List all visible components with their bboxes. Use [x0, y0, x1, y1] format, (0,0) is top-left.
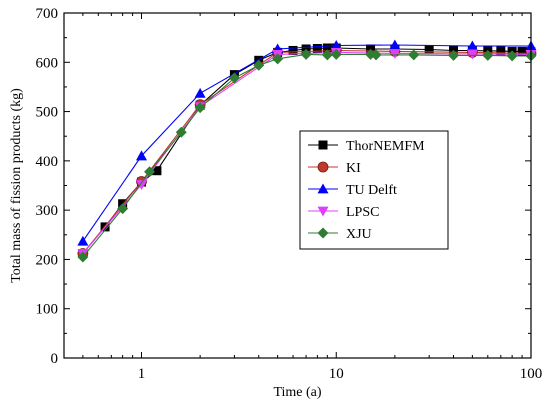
legend-marker	[317, 161, 329, 173]
data-point-lpsc	[389, 49, 401, 59]
y-tick-label: 600	[36, 55, 59, 71]
data-point-xju	[448, 49, 460, 61]
legend: ThorNEMFM KI TU Delft LPSC XJU	[299, 130, 449, 250]
data-point-xju	[228, 72, 240, 84]
y-tick-label: 500	[36, 105, 59, 121]
series-tu-delft	[77, 39, 537, 246]
axes: 0 100 200 300 400 500 600 700 1 10 100 Time (a) Tota…	[9, 6, 542, 400]
legend-entry-lpsc: LPSC	[308, 205, 379, 220]
data-point-xju	[253, 59, 265, 71]
data-point-xju	[300, 48, 312, 60]
legend-label: XJU	[346, 227, 372, 242]
y-tick-label: 400	[36, 154, 59, 170]
data-point-thornemfm	[312, 43, 322, 53]
x-tick-label: 10	[329, 366, 344, 382]
legend-label: TU Delft	[346, 183, 397, 198]
data-point-xju	[175, 126, 187, 138]
data-point-lpsc	[135, 180, 147, 191]
data-point-xju	[482, 49, 494, 61]
data-point-tu-delft	[389, 39, 401, 50]
legend-entry-xju: XJU	[308, 227, 372, 242]
legend-label: LPSC	[346, 205, 379, 220]
data-point-thornemfm	[288, 45, 298, 55]
y-tick-label: 700	[36, 6, 59, 22]
data-point-xju	[330, 48, 342, 60]
series-layer	[77, 39, 537, 263]
x-tick-label: 100	[520, 366, 543, 382]
y-tick-label: 0	[51, 351, 59, 367]
data-point-xju	[272, 53, 284, 65]
series-line-tu-delft	[82, 44, 531, 242]
series-xju	[77, 48, 537, 263]
data-point-tu-delft	[77, 235, 89, 246]
data-point-xju	[117, 203, 129, 215]
legend-label: KI	[346, 161, 361, 176]
y-axis-label: Total mass of fission products (kg)	[9, 88, 24, 283]
data-point-tu-delft	[466, 40, 478, 51]
x-axis-label: Time (a)	[273, 385, 321, 400]
data-point-xju	[370, 49, 382, 61]
y-tick-label: 200	[36, 252, 59, 268]
legend-entry-ki: KI	[308, 161, 361, 176]
data-point-tu-delft	[330, 40, 342, 50]
data-point-tu-delft	[135, 150, 147, 161]
legend-marker	[317, 227, 329, 239]
legend-marker	[318, 140, 328, 150]
legend-marker	[317, 206, 329, 217]
legend-entry-tu-delft: TU Delft	[308, 183, 397, 198]
x-tick-label: 1	[138, 366, 146, 382]
data-point-xju	[194, 102, 206, 114]
legend-label: ThorNEMFM	[346, 139, 425, 154]
data-point-xju	[144, 166, 156, 178]
y-tick-label: 300	[36, 203, 59, 219]
data-point-xju	[77, 251, 89, 263]
data-point-xju	[408, 49, 420, 61]
data-point-xju	[506, 50, 518, 62]
series-line-xju	[82, 53, 531, 258]
data-point-xju	[321, 49, 333, 61]
legend-entry-thornemfm: ThorNEMFM	[308, 139, 425, 154]
plot-frame	[63, 12, 532, 359]
legend-marker	[317, 183, 329, 194]
data-point-tu-delft	[194, 87, 206, 98]
data-point-thornemfm	[496, 46, 506, 56]
data-point-lpsc	[466, 49, 478, 60]
y-tick-label: 100	[36, 302, 59, 318]
